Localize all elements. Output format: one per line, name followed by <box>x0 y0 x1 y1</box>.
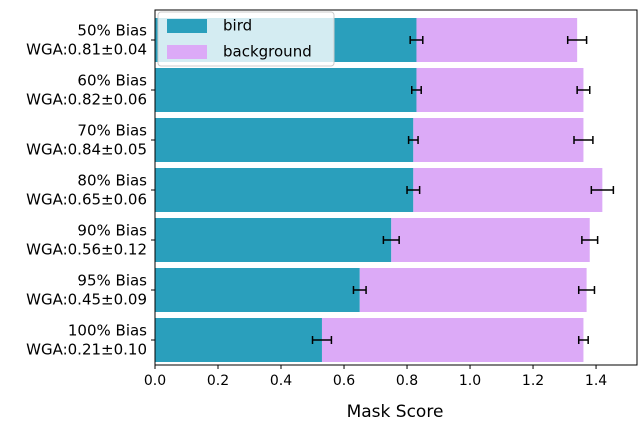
y-tick-label: WGA:0.82±0.06 <box>26 91 147 109</box>
y-tick-label: WGA:0.84±0.05 <box>26 141 147 159</box>
error-bar <box>576 86 591 94</box>
error-bar <box>411 86 422 94</box>
legend-swatch <box>167 45 207 59</box>
y-tick-label: WGA:0.21±0.10 <box>26 341 147 359</box>
x-tick-label: 0.2 <box>207 373 229 389</box>
y-tick-label: WGA:0.81±0.04 <box>26 41 147 59</box>
error-bar <box>577 336 589 344</box>
bar <box>155 268 360 312</box>
x-tick-label: 1.0 <box>459 373 481 389</box>
bar <box>359 268 587 312</box>
x-tick-label: 1.4 <box>585 373 607 389</box>
error-bar <box>382 236 400 244</box>
bar <box>155 218 392 262</box>
bar <box>413 168 603 212</box>
bar <box>321 318 584 362</box>
legend-label: background <box>223 43 312 61</box>
bar <box>413 118 584 162</box>
y-tick-label: 80% Bias <box>77 172 147 190</box>
error-bar <box>406 186 421 194</box>
bar <box>155 118 414 162</box>
error-bar <box>352 286 367 294</box>
legend-swatch <box>167 19 207 33</box>
x-tick-label: 0.6 <box>333 373 355 389</box>
bar <box>416 18 578 62</box>
x-tick-label: 0.8 <box>396 373 418 389</box>
error-bar <box>566 36 588 44</box>
x-axis-label: Mask Score <box>347 402 444 422</box>
y-tick-label: 95% Bias <box>77 272 147 290</box>
y-tick-label: WGA:0.56±0.12 <box>26 241 147 259</box>
error-bar <box>590 186 615 194</box>
error-bar <box>573 136 594 144</box>
plot-frame <box>154 9 638 366</box>
y-tick-label: 90% Bias <box>77 222 147 240</box>
y-tick-label: 60% Bias <box>77 72 147 90</box>
bar <box>155 318 322 362</box>
error-bar <box>407 136 419 144</box>
x-tick-label: 0.0 <box>144 373 166 389</box>
bar <box>391 218 590 262</box>
error-bar <box>581 236 599 244</box>
x-tick-label: 1.2 <box>522 373 544 389</box>
y-tick-label: WGA:0.65±0.06 <box>26 191 147 209</box>
bar <box>416 68 584 112</box>
y-tick-label: 70% Bias <box>77 122 147 140</box>
legend-label: bird <box>223 17 252 35</box>
error-bar <box>577 286 596 294</box>
x-tick-label: 0.4 <box>270 373 292 389</box>
y-tick-label: WGA:0.45±0.09 <box>26 291 147 309</box>
y-tick-label: 100% Bias <box>68 322 147 340</box>
y-tick-label: 50% Bias <box>77 22 147 40</box>
error-bar <box>311 336 333 344</box>
bar <box>155 168 414 212</box>
error-bar <box>409 36 424 44</box>
bar <box>155 68 417 112</box>
